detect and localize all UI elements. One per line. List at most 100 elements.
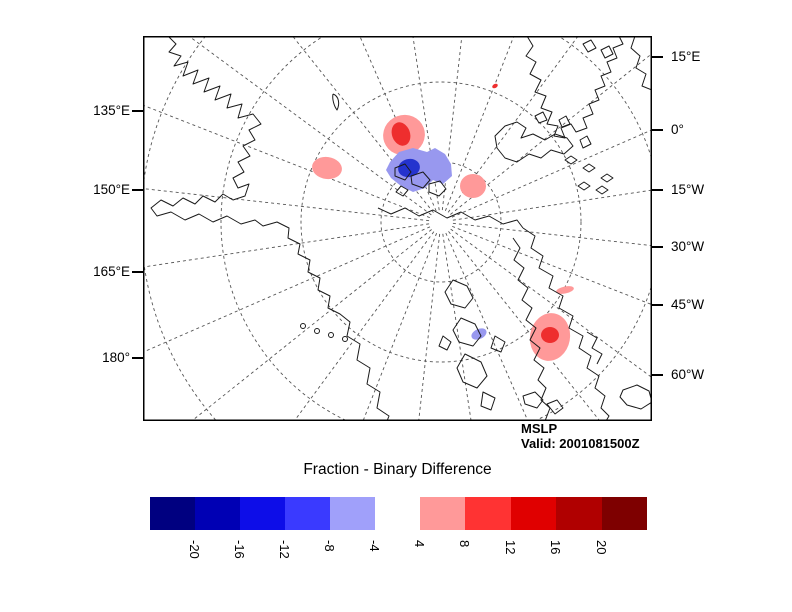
meridian-line (362, 233, 438, 421)
axis-tick (652, 189, 663, 191)
meridian-line (143, 104, 430, 219)
meridian-line (452, 225, 652, 306)
latitude-circle (300, 81, 582, 363)
coastline (522, 227, 610, 421)
coastline (444, 279, 474, 309)
colorbar-segment (195, 497, 240, 530)
axis-tick (132, 271, 143, 273)
coastline (394, 163, 412, 181)
coastline (494, 121, 574, 163)
colorbar-tick-label: -16 (231, 540, 247, 559)
coastline (342, 336, 348, 342)
coastline (300, 323, 306, 329)
arctic-map (143, 36, 652, 421)
coastline (328, 332, 334, 338)
meridian-line (442, 233, 472, 421)
coastline (522, 391, 544, 409)
meridian-line (451, 129, 652, 218)
meridian-line (143, 223, 430, 268)
colorbar-tick-label: -8 (321, 540, 337, 552)
anomaly-region (312, 156, 342, 180)
right-axis-label: 15°W (671, 182, 705, 197)
colorbar-tick-label: -4 (366, 540, 382, 552)
coastline (480, 391, 496, 411)
right-axis-label: 60°W (671, 367, 705, 382)
axis-tick (132, 110, 143, 112)
anomaly-region (460, 174, 486, 198)
coastline (595, 185, 609, 195)
meridian-line (450, 52, 652, 215)
anomaly-region (556, 286, 574, 294)
right-axis-label: 0° (671, 122, 684, 137)
axis-tick (652, 304, 663, 306)
colorbar-tick-label: -12 (276, 540, 292, 559)
map-valid-label: Valid: 2001081500Z (521, 436, 640, 451)
coastline (452, 317, 482, 347)
right-axis-label: 45°W (671, 297, 705, 312)
anomaly-region (391, 122, 411, 146)
positive-colorbar (420, 497, 648, 530)
colorbar-tick-label: 4 (411, 540, 427, 548)
left-axis-label: 165°E (93, 264, 130, 279)
coastline (564, 155, 578, 165)
latitude-circle (220, 36, 652, 421)
colorbar-segment (285, 497, 330, 530)
colorbar-segment (150, 497, 195, 530)
coastline (490, 335, 506, 353)
coastline (582, 163, 596, 173)
coastline (619, 384, 652, 410)
axis-tick (652, 56, 663, 58)
colorbar-segment (420, 497, 466, 530)
colorbar-segment (556, 497, 602, 530)
coastline (438, 335, 452, 351)
meridian-line (293, 231, 435, 421)
colorbar-segment (330, 497, 375, 530)
coastline (630, 36, 652, 91)
anomaly-region (398, 158, 420, 178)
meridian-line (291, 36, 434, 213)
right-axis-label: 15°E (671, 49, 701, 64)
meridian-line (143, 226, 431, 353)
colorbar-segment (240, 497, 285, 530)
meridian-line (448, 231, 601, 421)
map-variable-label: MSLP (521, 421, 558, 436)
meridian-line (452, 189, 652, 221)
colorbar-tick-label: 16 (547, 540, 563, 555)
coastline (150, 36, 390, 421)
coastline (395, 185, 409, 197)
coastline (600, 173, 614, 183)
axis-tick (652, 374, 663, 376)
coastline (582, 39, 597, 53)
meridian-line (450, 228, 652, 379)
map-caption: MSLP Valid: 2001081500Z (521, 421, 640, 451)
map-frame (143, 36, 652, 421)
coastline (456, 353, 488, 389)
left-axis-label: 150°E (93, 182, 130, 197)
meridian-line (190, 229, 432, 421)
graticule (143, 36, 652, 421)
coastline (314, 328, 320, 334)
axis-tick (132, 357, 143, 359)
coastline (332, 93, 340, 111)
meridian-line (445, 232, 529, 421)
meridian-line (447, 36, 579, 213)
coastline (558, 115, 571, 128)
coastline (586, 331, 603, 365)
coastlines (150, 36, 652, 421)
colorbar-segment (465, 497, 511, 530)
coastline (577, 181, 591, 191)
coastline (534, 111, 548, 124)
coastline (428, 180, 447, 197)
axis-tick (652, 246, 663, 248)
negative-colorbar (150, 497, 375, 530)
right-axis-label: 30°W (671, 239, 705, 254)
coastline (525, 36, 624, 139)
coastline (546, 399, 564, 415)
meridian-line (187, 36, 432, 216)
colorbar-segment (510, 497, 557, 530)
anomaly-region (471, 328, 487, 340)
coastline (410, 171, 431, 189)
coastline (579, 135, 592, 149)
coastline (512, 237, 551, 421)
